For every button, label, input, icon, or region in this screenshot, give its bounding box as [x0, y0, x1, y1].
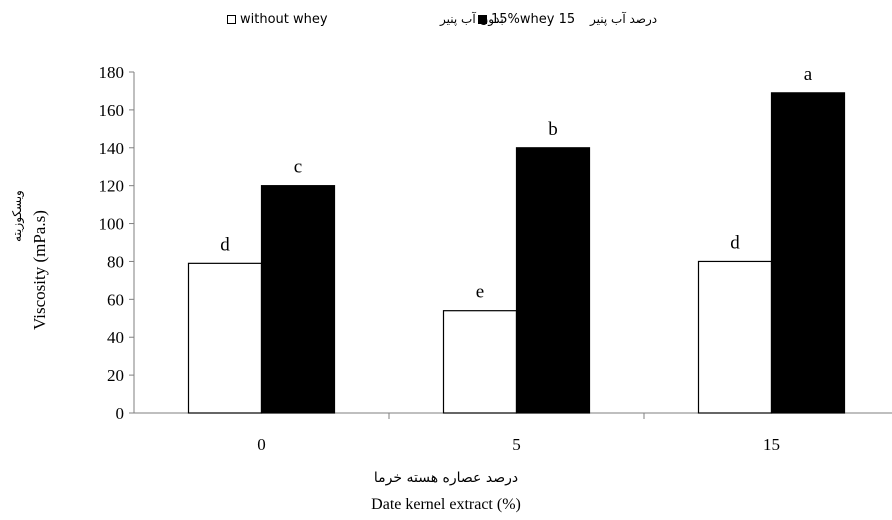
legend-label-fa: بدون آب پنیر	[440, 12, 504, 26]
y-axis-title: Viscosity (mPa.s)	[30, 210, 49, 330]
data-label: d	[220, 234, 230, 255]
data-label: e	[476, 282, 484, 303]
bar	[260, 185, 336, 414]
y-tick-label: 0	[116, 404, 125, 423]
data-label: a	[804, 64, 813, 85]
y-tick-label: 160	[99, 101, 125, 120]
data-label: d	[730, 232, 740, 253]
legend-label-fa: درصد آب پنیر	[590, 12, 658, 26]
y-axis-title-fa: ویسکوزیته	[10, 190, 24, 242]
y-tick-label: 120	[99, 177, 125, 196]
x-axis-title: Date kernel extract (%)	[371, 496, 521, 513]
x-tick-label: 15	[763, 435, 780, 454]
bar	[442, 310, 518, 414]
y-tick-label: 60	[107, 290, 124, 309]
data-label: c	[294, 157, 302, 178]
y-tick-label: 20	[107, 366, 124, 385]
legend-item-without-whey: without whey	[227, 12, 328, 27]
legend-swatch-black	[478, 15, 487, 24]
x-tick-label: 0	[257, 435, 266, 454]
legend: without whey بدون آب پنیر 15%whey 15 درص…	[0, 12, 892, 32]
data-label: b	[548, 119, 558, 140]
bar	[515, 147, 591, 414]
legend-label-en: without whey	[240, 12, 328, 27]
bar	[187, 262, 263, 414]
legend-label-en: 15%whey 15	[491, 12, 576, 27]
y-tick-label: 100	[99, 215, 125, 234]
y-tick-label: 180	[99, 63, 125, 82]
y-tick-label: 40	[107, 328, 124, 347]
x-tick-label: 5	[512, 435, 521, 454]
legend-item-whey: 15%whey 15	[478, 12, 575, 27]
y-tick-label: 140	[99, 139, 125, 158]
y-tick-label: 80	[107, 252, 124, 271]
x-axis-title-fa: درصد عصاره هسته خرما	[373, 470, 519, 486]
bar	[770, 92, 846, 414]
legend-swatch-white	[227, 15, 236, 24]
bar	[697, 260, 773, 414]
